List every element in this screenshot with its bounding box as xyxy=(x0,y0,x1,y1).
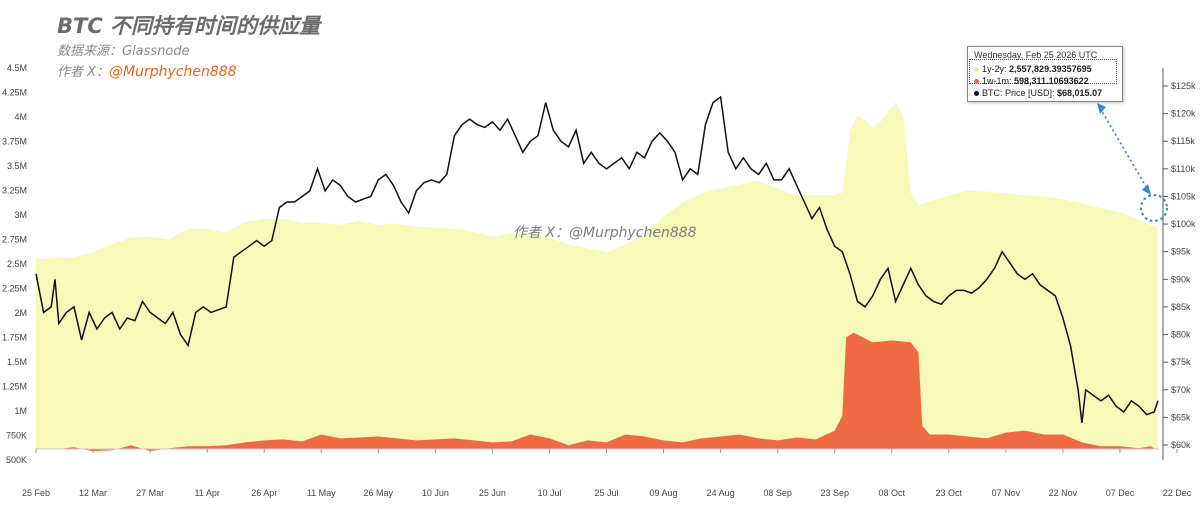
right-tick-label: $85k xyxy=(1171,302,1191,312)
x-tick-label: 23 Sep xyxy=(820,488,849,498)
left-tick-label: 2M xyxy=(14,308,27,318)
x-tick-label: 26 May xyxy=(364,488,394,498)
legend-dot-1w-1m xyxy=(974,79,979,85)
x-tick-label: 27 Mar xyxy=(136,488,164,498)
highlight-circle xyxy=(1139,193,1169,223)
source-line: 数据来源：Glassnode xyxy=(57,44,190,59)
left-tick-label: 750K xyxy=(6,431,27,441)
chart-title: BTC 不同持有时间的供应量 xyxy=(57,14,321,38)
right-tick-label: $120k xyxy=(1171,109,1196,119)
left-tick-label: 2.5M xyxy=(7,259,27,269)
left-tick-label: 2.25M xyxy=(2,284,27,294)
x-tick-label: 22 Nov xyxy=(1049,488,1078,498)
right-tick-label: $100k xyxy=(1171,219,1196,229)
right-tick-label: $60k xyxy=(1171,440,1191,450)
left-tick-label: 4.25M xyxy=(2,88,27,98)
x-tick-label: 07 Dec xyxy=(1106,488,1135,498)
tooltip-label: 1w-1m: xyxy=(982,76,1012,86)
watermark: 作者 X：@Murphychen888 xyxy=(513,225,697,241)
right-tick-label: $125k xyxy=(1171,81,1196,91)
left-tick-label: 2.75M xyxy=(2,235,27,245)
series-line-btc-price xyxy=(35,95,1159,423)
legend-dot-btc-price xyxy=(974,91,979,97)
left-tick-label: 3M xyxy=(14,210,27,220)
tooltip-date: Wednesday, Feb 25 2026 UTC xyxy=(974,50,1098,60)
right-tick-label: $105k xyxy=(1171,191,1196,201)
left-tick-label: 1.5M xyxy=(7,357,27,367)
left-axis-ticks: 500K 750K 1M 1.25M 1.5M 1.75M 2M 2.25M 2.5M 2.75M… xyxy=(2,63,27,465)
x-tick-label: 25 Jun xyxy=(479,488,506,498)
x-axis-ticks: 25 Feb 12 Mar 27 Mar 11 Apr 26 Apr 11 May 26 M… xyxy=(22,448,1192,498)
author-prefix: 作者 X： xyxy=(57,65,110,80)
tooltip-label: BTC: Price [USD]: xyxy=(982,88,1055,98)
left-tick-label: 3.5M xyxy=(7,161,27,171)
left-tick-label: 3.75M xyxy=(2,137,27,147)
right-tick-label: $75k xyxy=(1171,357,1191,367)
x-tick-label: 26 Apr xyxy=(251,488,277,498)
right-tick-label: $95k xyxy=(1171,247,1191,257)
left-tick-label: 4.5M xyxy=(7,63,27,73)
author-handle: @Murphychen888 xyxy=(109,64,237,80)
tooltip-highlight-box xyxy=(969,59,1117,84)
author-line: 作者 X：@Murphychen888 xyxy=(57,61,237,80)
x-tick-label: 10 Jul xyxy=(537,488,561,498)
price-annotation xyxy=(1097,103,1169,223)
tooltip: Wednesday, Feb 25 2026 UTC 1y-2y: 2,557,… xyxy=(967,46,1123,102)
tooltip-value: 598,311.10693622 xyxy=(1014,76,1089,86)
tooltip-row-1y-2y: 1y-2y: 2,557,829.39357695 xyxy=(974,64,1092,74)
x-tick-label: 08 Oct xyxy=(879,488,906,498)
right-tick-label: $90k xyxy=(1171,274,1191,284)
right-tick-label: $110k xyxy=(1171,164,1195,174)
left-tick-label: 1.75M xyxy=(2,333,27,343)
arrowhead-top xyxy=(1097,103,1106,114)
legend-dot-1y-2y xyxy=(974,67,979,73)
x-tick-label: 24 Aug xyxy=(707,488,735,498)
tooltip-row-1w-1m: 1w-1m: 598,311.10693622 xyxy=(974,76,1089,86)
tooltip-value: 2,557,829.39357695 xyxy=(1009,64,1092,74)
x-tick-label: 11 Apr xyxy=(194,488,219,498)
x-tick-label: 25 Feb xyxy=(22,488,50,498)
x-tick-label: 07 Nov xyxy=(992,488,1021,498)
x-tick-label: 11 May xyxy=(307,488,336,498)
tooltip-row-btc-price: BTC: Price [USD]: $68,015.07 xyxy=(974,88,1102,98)
x-tick-label: 09 Aug xyxy=(650,488,678,498)
left-tick-label: 1M xyxy=(14,406,27,416)
left-tick-label: 500K xyxy=(6,455,27,465)
x-tick-label: 22 Dec xyxy=(1163,488,1192,498)
x-tick-label: 23 Oct xyxy=(936,488,963,498)
left-tick-label: 3.25M xyxy=(2,186,27,196)
right-tick-label: $115k xyxy=(1171,136,1195,146)
x-tick-label: 10 Jun xyxy=(422,488,449,498)
x-tick-label: 12 Mar xyxy=(79,488,107,498)
right-tick-label: $65k xyxy=(1171,412,1191,422)
x-tick-label: 25 Jul xyxy=(594,488,618,498)
x-tick-label: 08 Sep xyxy=(763,488,792,498)
tooltip-value: $68,015.07 xyxy=(1057,88,1103,98)
series-area-1w-1m xyxy=(36,332,1158,452)
left-tick-label: 1.25M xyxy=(2,382,27,392)
annotation-arrow xyxy=(1099,107,1149,191)
right-axis-ticks: $60k $65k $70k $75k $80k $85k $90k $95k $100k $10… xyxy=(1162,68,1196,460)
arrowhead-bottom xyxy=(1142,184,1151,195)
right-tick-label: $70k xyxy=(1171,385,1191,395)
left-tick-label: 4M xyxy=(14,112,27,122)
tooltip-label: 1y-2y: xyxy=(982,64,1007,74)
right-tick-label: $80k xyxy=(1171,330,1191,340)
